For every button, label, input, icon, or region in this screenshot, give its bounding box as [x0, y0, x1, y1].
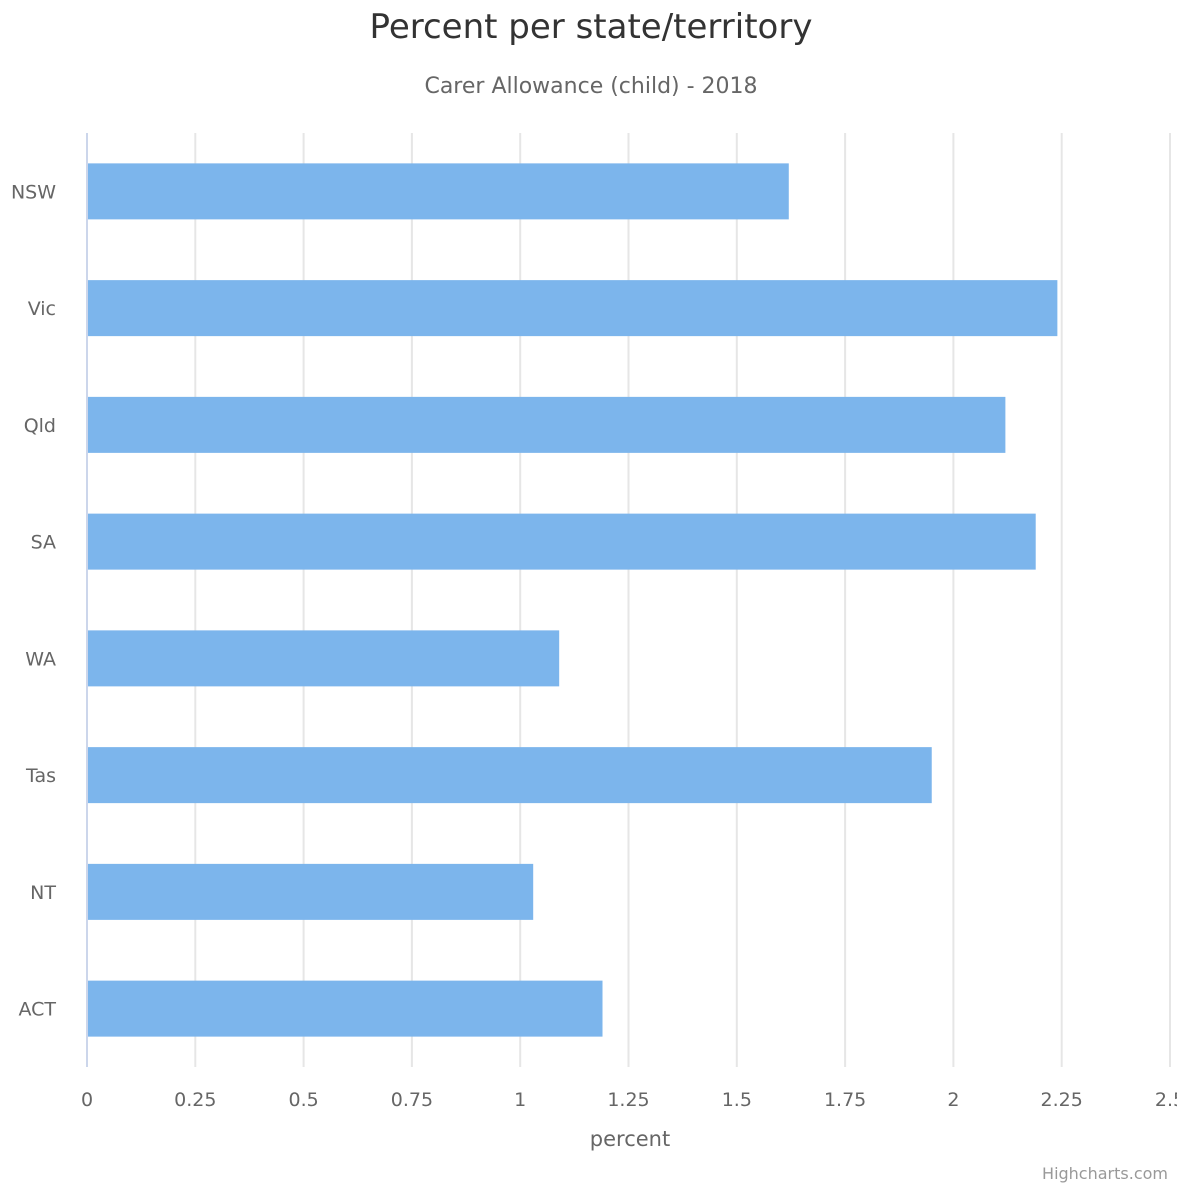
chart-subtitle: Carer Allowance (child) - 2018 [424, 74, 757, 99]
bar-wa[interactable] [88, 630, 559, 686]
chart-title: Percent per state/territory [370, 7, 813, 47]
x-tick-label: 1 [514, 1089, 526, 1111]
y-category-label: Tas [25, 765, 56, 787]
x-tick-label: 1.5 [722, 1089, 752, 1111]
x-tick-label: 0.25 [174, 1089, 216, 1111]
y-category-label: NSW [11, 181, 56, 203]
x-tick-label: 2.5 [1155, 1089, 1177, 1111]
y-category-label: Vic [28, 298, 56, 320]
x-tick-label: 0.5 [288, 1089, 318, 1111]
bar-sa[interactable] [88, 514, 1036, 570]
x-tick-label: 0 [81, 1089, 93, 1111]
bar-nt[interactable] [88, 864, 533, 920]
y-category-label: Qld [24, 415, 56, 437]
x-tick-label: 2.25 [1041, 1089, 1083, 1111]
y-axis-labels: NSW Vic Qld SA WA Tas NT ACT [11, 181, 56, 1020]
x-tick-label: 0.75 [391, 1089, 433, 1111]
bar-qld[interactable] [88, 397, 1005, 453]
y-category-label: WA [25, 648, 56, 670]
bar-vic[interactable] [88, 280, 1057, 336]
x-tick-label: 2 [947, 1089, 959, 1111]
bar-series[interactable] [88, 163, 1057, 1036]
bar-nsw[interactable] [88, 163, 789, 219]
y-category-label: NT [30, 882, 56, 904]
bar-tas[interactable] [88, 747, 932, 803]
gridlines [195, 133, 1170, 1067]
x-axis-title: percent [590, 1127, 670, 1151]
x-tick-label: 1.25 [607, 1089, 649, 1111]
y-category-label: ACT [18, 999, 56, 1021]
bar-act[interactable] [88, 981, 603, 1037]
x-tick-label: 1.75 [824, 1089, 866, 1111]
credits-link[interactable]: Highcharts.com [1042, 1164, 1168, 1183]
x-axis-labels: 0 0.25 0.5 0.75 1 1.25 1.5 1.75 2 2.25 2.5 [81, 1089, 1177, 1111]
y-category-label: SA [31, 532, 56, 554]
